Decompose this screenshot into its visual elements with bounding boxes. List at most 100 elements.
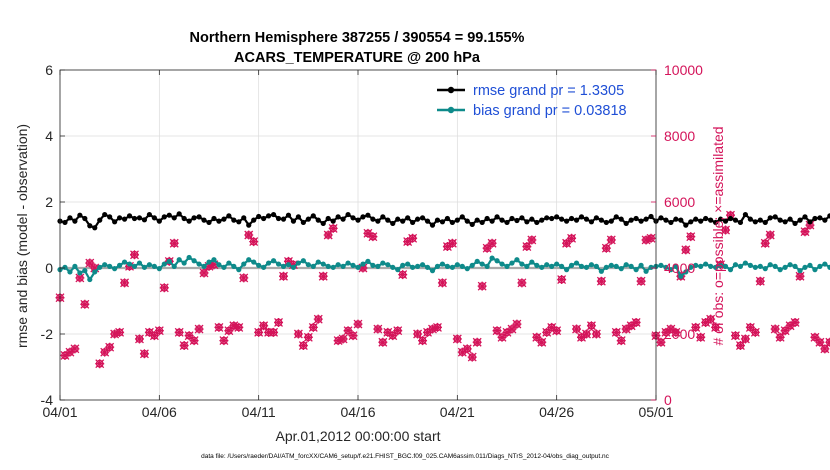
obs-count-marker bbox=[815, 337, 825, 347]
rmse-point bbox=[554, 214, 560, 220]
obs-count-marker bbox=[591, 329, 601, 339]
rmse-point bbox=[618, 216, 624, 222]
bias-point bbox=[370, 262, 376, 268]
legend: rmse grand pr = 1.3305 bias grand pr = 0… bbox=[437, 83, 627, 119]
obs-count-marker bbox=[581, 329, 591, 339]
bias-point bbox=[444, 263, 450, 269]
bias-point bbox=[380, 260, 386, 266]
rmse-point bbox=[643, 216, 649, 222]
rmse-point bbox=[97, 217, 103, 223]
bias-point bbox=[454, 262, 460, 268]
bias-point bbox=[747, 262, 753, 268]
obs-count-marker bbox=[368, 232, 378, 242]
obs-count-marker bbox=[596, 276, 606, 286]
obs-count-marker bbox=[159, 283, 169, 293]
rmse-point bbox=[514, 217, 520, 224]
obs-count-marker bbox=[328, 223, 338, 233]
bias-point bbox=[176, 257, 182, 263]
chart-title-line2: ACARS_TEMPERATURE @ 200 hPa bbox=[234, 50, 481, 66]
rmse-point bbox=[246, 222, 252, 228]
rmse-point bbox=[256, 213, 262, 220]
obs-count-marker bbox=[378, 337, 388, 347]
bias-point bbox=[201, 263, 207, 269]
obs-count-marker bbox=[308, 322, 318, 332]
bias-point bbox=[693, 262, 699, 268]
rmse-point bbox=[375, 218, 381, 224]
obs-count-marker bbox=[418, 336, 428, 346]
rmse-point bbox=[161, 214, 167, 220]
rmse-point bbox=[171, 215, 177, 221]
obs-count-marker bbox=[139, 349, 149, 359]
bias-point bbox=[181, 260, 187, 266]
bias-point bbox=[251, 259, 257, 265]
rmse-point bbox=[459, 214, 465, 220]
rmse-point bbox=[449, 219, 455, 226]
bias-point bbox=[310, 263, 316, 269]
obs-count-marker bbox=[393, 326, 403, 336]
rmse-point bbox=[454, 217, 460, 223]
obs-count-marker bbox=[686, 232, 696, 242]
bias-point bbox=[97, 264, 103, 270]
obs-count-marker bbox=[318, 271, 328, 281]
obs-count-marker bbox=[219, 336, 229, 346]
bias-point bbox=[365, 258, 371, 264]
bias-point bbox=[275, 261, 282, 267]
bias-point bbox=[524, 263, 530, 269]
obs-count-marker bbox=[100, 347, 110, 357]
x-tick-label: 04/01 bbox=[42, 404, 77, 420]
rmse-point bbox=[370, 216, 376, 222]
obs-count-marker bbox=[408, 233, 418, 243]
rmse-point bbox=[92, 225, 98, 231]
rmse-point bbox=[727, 215, 734, 222]
y-tick-label: 6 bbox=[45, 62, 53, 78]
rmse-point bbox=[623, 220, 629, 227]
rmse-point bbox=[827, 213, 830, 219]
rmse-point bbox=[261, 215, 267, 222]
bias-point bbox=[375, 263, 381, 269]
obs-count-marker bbox=[517, 278, 527, 288]
rmse-point bbox=[419, 215, 426, 221]
bias-point bbox=[385, 262, 391, 268]
bias-point bbox=[345, 260, 351, 266]
obs-count-marker bbox=[775, 332, 785, 342]
rmse-point bbox=[429, 222, 436, 228]
rmse-point bbox=[484, 215, 490, 222]
obs-count-marker bbox=[507, 324, 517, 334]
bias-point bbox=[772, 263, 778, 269]
rmse-point bbox=[310, 213, 316, 219]
bias-point bbox=[77, 270, 83, 276]
rmse-point bbox=[603, 219, 609, 226]
rmse-point bbox=[564, 218, 570, 224]
rmse-point bbox=[330, 218, 336, 224]
bias-point bbox=[72, 263, 78, 269]
rmse-point bbox=[186, 218, 192, 224]
obs-count-marker bbox=[85, 258, 95, 268]
obs-count-marker bbox=[234, 322, 244, 332]
rmse-point bbox=[216, 218, 222, 224]
rmse-point bbox=[633, 215, 639, 222]
bias-point bbox=[717, 262, 724, 268]
rmse-point bbox=[201, 217, 207, 223]
obs-count-marker bbox=[189, 336, 199, 346]
rmse-series bbox=[57, 211, 830, 231]
y2-tick-label: 0 bbox=[664, 392, 672, 408]
obs-count-marker bbox=[636, 276, 646, 286]
obs-count-marker bbox=[447, 238, 457, 248]
rmse-point bbox=[792, 220, 798, 227]
obs-count-marker bbox=[755, 276, 765, 286]
obs-count-marker bbox=[169, 238, 179, 248]
obs-count-marker bbox=[482, 243, 492, 253]
rmse-point bbox=[802, 214, 808, 220]
obs-count-marker bbox=[105, 342, 115, 352]
obs-count-marker bbox=[567, 233, 577, 243]
legend-bias-label: bias grand pr = 0.03818 bbox=[473, 103, 627, 119]
rmse-point bbox=[350, 215, 356, 221]
bias-point bbox=[534, 262, 540, 268]
obs-count-marker bbox=[249, 237, 259, 247]
rmse-point bbox=[578, 214, 585, 220]
bias-point bbox=[474, 258, 480, 264]
rmse-point bbox=[559, 216, 565, 222]
obs-count-marker bbox=[522, 242, 532, 252]
obs-count-marker bbox=[259, 321, 269, 331]
obs-count-marker bbox=[532, 332, 542, 342]
